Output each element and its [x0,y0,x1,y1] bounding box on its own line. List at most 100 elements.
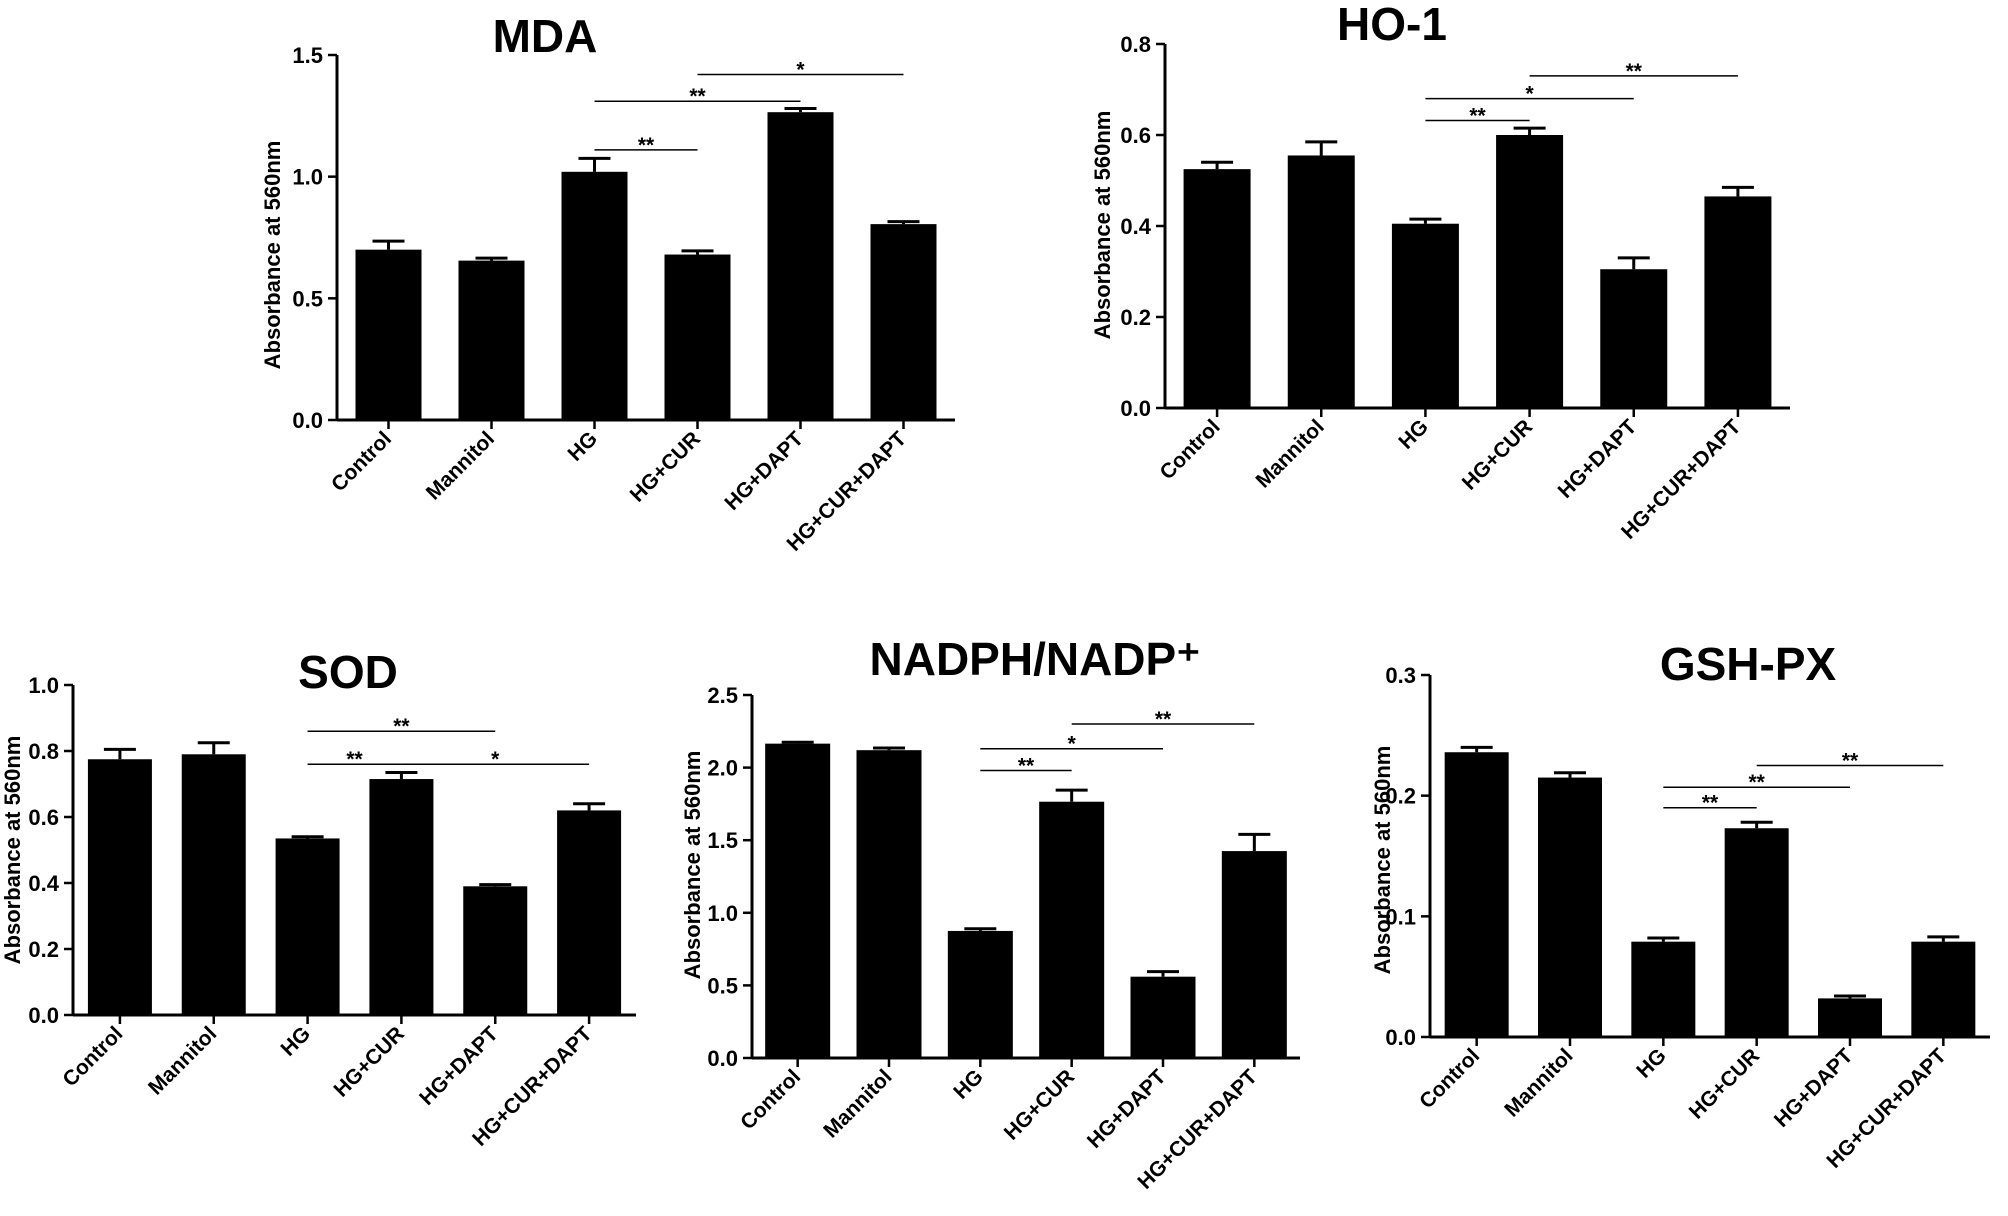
bar-control [355,249,422,420]
bar-mannitol [856,750,922,1058]
x-tick-label: HG [1394,415,1433,454]
y-tick-label: 2.0 [707,756,738,781]
y-tick-label: 0.5 [292,286,323,311]
y-tick-label: 0.3 [1385,663,1416,688]
y-axis-label: Absorbance at 560nm [680,751,705,980]
bar-mannitol [1538,777,1602,1037]
y-axis-label: Absorbance at 560nm [1370,746,1395,975]
chart-title: SOD [298,646,398,698]
y-tick-label: 0.1 [1385,904,1416,929]
x-tick-label: Mannitol [1251,415,1328,492]
y-tick-label: 0.0 [1120,396,1151,421]
y-tick-label: 0.0 [292,408,323,433]
y-tick-label: 0.6 [1120,123,1151,148]
x-tick-label: Mannitol [1500,1044,1577,1121]
x-tick-label: Control [1156,415,1225,484]
panel-ho1: HO-1 Absorbance at 560nm 0.0 0.2 0.4 0.6 0.8… [1090,0,1790,544]
bar-hg-cur-dapt [557,810,622,1015]
bar-control [87,759,152,1015]
panel-sod: SOD Absorbance at 560nm 0.0 0.2 0.4 0.6 0.8 1… [0,646,636,1151]
y-tick-label: 1.0 [292,165,323,190]
x-tick-label: HG+DAPT [415,1022,503,1110]
y-tick-label: 0.2 [1385,784,1416,809]
bar-control [1183,169,1251,408]
y-tick-label: 0.5 [707,973,738,998]
y-tick-label: 2.5 [707,683,738,708]
significance-label: * [1068,733,1077,756]
significance-label: ** [1748,771,1765,794]
bar-control [765,743,831,1058]
bar-hg-cur [1496,135,1564,408]
significance-label: ** [346,748,363,771]
significance-label: ** [638,134,655,157]
chart-title: MDA [493,10,598,62]
chart-title: GSH-PX [1660,638,1837,690]
bar-hg-dapt [1600,269,1668,408]
x-tick-label: HG+CUR [1458,415,1537,494]
bar-hg-cur [664,254,731,420]
significance-label: ** [689,85,706,108]
x-tick-label: Control [1415,1044,1484,1113]
y-tick-label: 0.8 [28,739,59,764]
bar-hg-cur [1039,801,1105,1058]
panel-nadph: NADPH/NADP⁺ Absorbance at 560nm 0.0 0.5 1.… [680,633,1300,1194]
chart-title: HO-1 [1337,0,1447,50]
x-tick-label: HG [1632,1044,1671,1083]
bar-hg-dapt [767,112,834,420]
bar-hg-cur [1724,828,1789,1037]
bar-mannitol [181,754,246,1015]
y-tick-label: 1.5 [707,828,738,853]
bar-hg-cur-dapt [1221,851,1287,1058]
x-tick-label: HG [277,1022,316,1061]
bar-hg-dapt [1130,976,1196,1058]
significance-label: * [796,58,805,81]
significance-label: ** [1469,104,1486,127]
bar-hg [275,838,340,1015]
x-tick-label: Mannitol [144,1022,221,1099]
significance-label: * [1525,83,1534,106]
y-tick-label: 0.2 [28,937,59,962]
y-tick-label: 0.0 [707,1046,738,1071]
y-tick-label: 0.4 [1120,214,1151,239]
x-tick-label: Control [58,1022,127,1091]
x-tick-label: HG+DAPT [1083,1065,1171,1153]
bar-mannitol [458,260,525,420]
y-tick-label: 0.0 [28,1003,59,1028]
bar-hg-dapt [1818,998,1882,1037]
significance-label: ** [1155,708,1172,731]
bar-control [1444,752,1509,1037]
y-axis-label: Absorbance at 560nm [0,736,25,965]
panel-mda: MDA Absorbance at 560nm 0.0 0.5 1.0 1.5 Cont… [260,10,955,556]
x-tick-label: HG+CUR [626,427,705,506]
x-tick-label: HG [949,1065,988,1104]
y-tick-label: 0.2 [1120,305,1151,330]
significance-label: ** [1842,750,1859,773]
significance-label: ** [1702,792,1719,815]
y-tick-label: 1.0 [707,901,738,926]
significance-label: * [491,748,500,771]
y-tick-label: 1.5 [292,43,323,68]
bar-hg-cur-dapt [1704,196,1772,408]
significance-label: ** [1626,60,1643,83]
bar-hg [1631,941,1696,1037]
x-tick-label: HG+CUR [1685,1044,1764,1123]
y-axis-label: Absorbance at 560nm [260,141,285,370]
y-tick-label: 0.0 [1385,1025,1416,1050]
significance-label: ** [1018,755,1035,778]
bar-hg-cur-dapt [1911,941,1976,1037]
x-tick-label: HG+CUR [1000,1065,1079,1144]
bar-mannitol [1287,155,1355,408]
bar-hg-cur-dapt [870,224,937,420]
x-tick-label: Control [736,1065,805,1134]
x-tick-label: Mannitol [819,1065,896,1142]
bar-hg [1391,223,1459,408]
y-axis-label: Absorbance at 560nm [1090,111,1115,340]
y-tick-label: 0.4 [28,871,59,896]
y-tick-label: 1.0 [28,673,59,698]
bar-hg [947,930,1013,1058]
y-tick-label: 0.8 [1120,32,1151,57]
x-tick-label: HG+CUR [330,1022,409,1101]
panel-gshpx: GSH-PX Absorbance at 560nm 0.0 0.1 0.2 0.3 C… [1370,638,1990,1173]
x-tick-label: HG+DAPT [1770,1044,1858,1132]
